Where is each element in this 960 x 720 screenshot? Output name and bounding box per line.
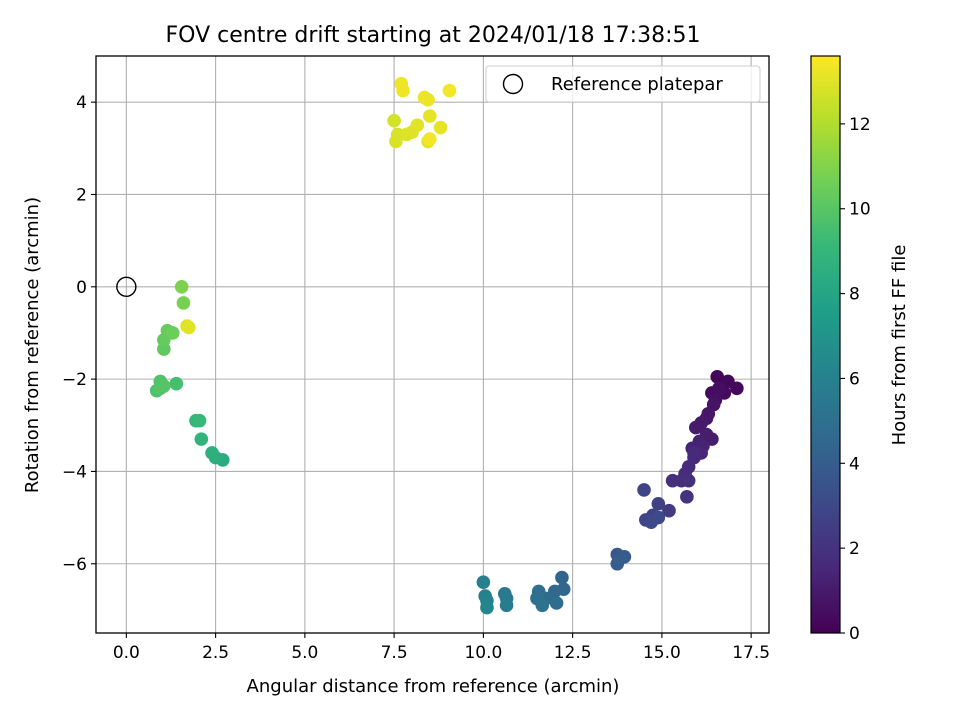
data-point bbox=[662, 503, 676, 518]
data-point bbox=[192, 413, 207, 428]
legend-box bbox=[485, 65, 761, 103]
colorbar-gradient bbox=[810, 55, 841, 634]
colorbar-tick-label: 6 bbox=[849, 369, 860, 389]
data-point bbox=[194, 432, 209, 446]
data-point bbox=[423, 109, 437, 123]
x-axis-ticks: 0.0 2.5 5.0 7.5 10.0 12.5 15.0 17.5 bbox=[113, 633, 770, 663]
legend-label: Reference platepar bbox=[551, 74, 723, 95]
data-point bbox=[176, 296, 191, 310]
data-point bbox=[637, 483, 651, 497]
x-tick-label: 2.5 bbox=[202, 643, 229, 663]
y-tick-label: 4 bbox=[76, 93, 87, 113]
data-point bbox=[651, 496, 666, 511]
colorbar-label: Hours from first FF file bbox=[889, 245, 910, 446]
y-axis-label: Rotation from reference (arcmin) bbox=[22, 197, 43, 493]
legend-marker-icon bbox=[502, 73, 524, 95]
data-point bbox=[387, 113, 401, 128]
y-tick-label: −6 bbox=[62, 555, 87, 575]
chart-title: FOV centre drift starting at 2024/01/18 … bbox=[166, 23, 701, 48]
data-point bbox=[712, 381, 726, 396]
x-axis-label: Angular distance from reference (arcmin) bbox=[247, 676, 620, 697]
x-tick-label: 10.0 bbox=[464, 643, 502, 663]
data-point bbox=[610, 556, 625, 571]
data-point bbox=[421, 93, 435, 107]
x-tick-label: 15.0 bbox=[643, 643, 681, 663]
data-point bbox=[680, 490, 694, 504]
colorbar-tick-label: 10 bbox=[849, 200, 871, 220]
data-points bbox=[149, 76, 744, 615]
colorbar-tick-label: 8 bbox=[849, 285, 860, 305]
data-point bbox=[499, 598, 514, 613]
data-point bbox=[644, 515, 658, 530]
colorbar: 0 2 4 6 8 10 12 Hours from first FF file bbox=[810, 55, 910, 644]
x-tick-label: 12.5 bbox=[554, 643, 592, 663]
y-tick-label: 2 bbox=[76, 185, 87, 205]
colorbar-tick-label: 4 bbox=[849, 454, 860, 474]
data-point bbox=[174, 280, 189, 294]
data-point bbox=[389, 134, 403, 149]
x-tick-label: 17.5 bbox=[732, 643, 770, 663]
data-point bbox=[665, 473, 680, 488]
data-point bbox=[182, 320, 196, 335]
data-point bbox=[710, 370, 725, 384]
data-point bbox=[480, 600, 494, 615]
data-point bbox=[535, 598, 550, 613]
plot-frame bbox=[95, 55, 770, 634]
x-tick-label: 5.0 bbox=[291, 643, 318, 663]
x-tick-label: 0.0 bbox=[113, 643, 140, 663]
colorbar-tick-label: 12 bbox=[849, 115, 871, 135]
data-point bbox=[681, 473, 696, 488]
reference-point bbox=[116, 276, 137, 297]
data-point bbox=[410, 118, 425, 133]
colorbar-tick-label: 2 bbox=[849, 539, 860, 559]
y-tick-label: −4 bbox=[62, 462, 87, 482]
y-tick-label: −2 bbox=[62, 370, 87, 390]
data-point bbox=[205, 446, 219, 460]
data-point bbox=[153, 381, 168, 396]
data-point bbox=[394, 76, 409, 91]
data-point bbox=[433, 120, 448, 135]
data-point bbox=[169, 376, 184, 391]
reference-marker bbox=[116, 276, 137, 297]
data-point bbox=[549, 596, 564, 610]
legend: Reference platepar bbox=[485, 65, 761, 103]
data-point bbox=[730, 381, 744, 396]
y-tick-label: 0 bbox=[76, 278, 87, 298]
colorbar-ticks: 0 2 4 6 8 10 12 bbox=[840, 115, 871, 644]
data-point bbox=[165, 326, 180, 340]
x-tick-label: 7.5 bbox=[381, 643, 408, 663]
data-point bbox=[689, 420, 703, 435]
data-point bbox=[476, 575, 491, 590]
data-point bbox=[442, 83, 457, 98]
colorbar-tick-label: 0 bbox=[849, 624, 860, 644]
data-point bbox=[687, 446, 701, 460]
data-point bbox=[423, 132, 437, 146]
data-point bbox=[555, 570, 569, 585]
y-axis-ticks: −6 −4 −2 0 2 4 bbox=[62, 93, 96, 575]
